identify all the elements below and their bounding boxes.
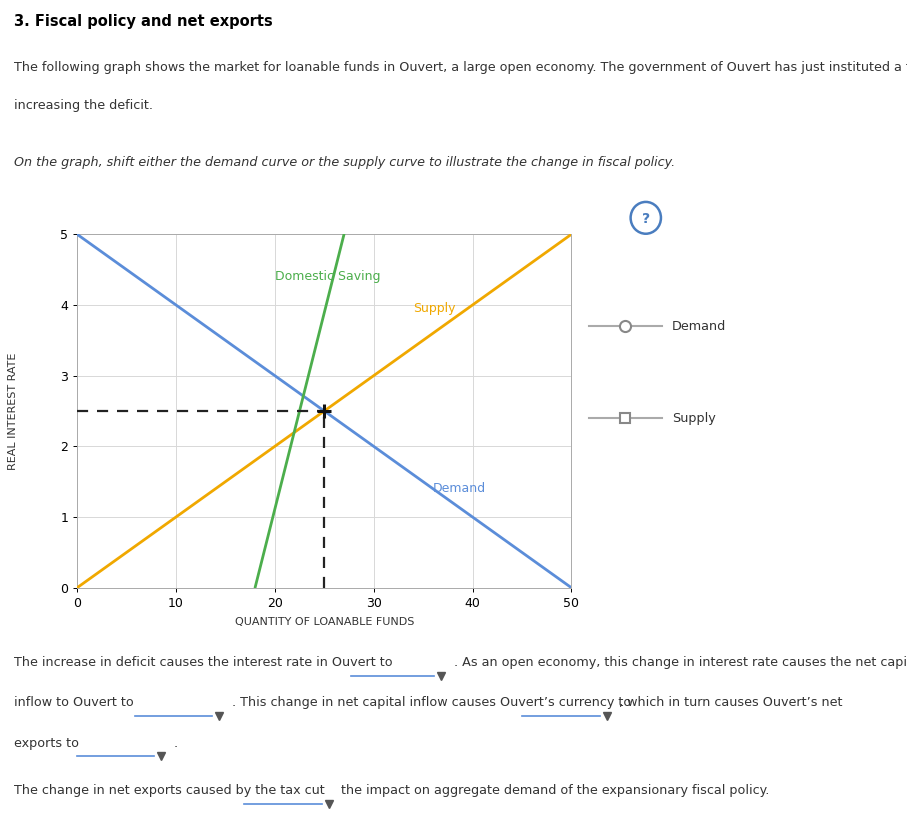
Text: . This change in net capital inflow causes Ouvert’s currency to: . This change in net capital inflow caus… xyxy=(232,696,631,709)
Text: the impact on aggregate demand of the expansionary fiscal policy.: the impact on aggregate demand of the ex… xyxy=(341,784,769,797)
Text: exports to: exports to xyxy=(14,737,79,750)
Text: Supply: Supply xyxy=(672,412,716,425)
Text: The following graph shows the market for loanable funds in Ouvert, a large open : The following graph shows the market for… xyxy=(14,61,907,74)
Text: The change in net exports caused by the tax cut: The change in net exports caused by the … xyxy=(14,784,325,797)
Text: Domestic Saving: Domestic Saving xyxy=(275,270,380,284)
Y-axis label: REAL INTEREST RATE: REAL INTEREST RATE xyxy=(8,353,18,469)
Text: . As an open economy, this change in interest rate causes the net capital: . As an open economy, this change in int… xyxy=(454,656,907,669)
Text: 3. Fiscal policy and net exports: 3. Fiscal policy and net exports xyxy=(14,14,272,29)
Text: ?: ? xyxy=(642,211,649,225)
Text: Demand: Demand xyxy=(433,483,486,496)
X-axis label: QUANTITY OF LOANABLE FUNDS: QUANTITY OF LOANABLE FUNDS xyxy=(235,616,414,626)
Text: Supply: Supply xyxy=(414,302,455,315)
Text: increasing the deficit.: increasing the deficit. xyxy=(14,99,152,112)
Text: On the graph, shift either the demand curve or the supply curve to illustrate th: On the graph, shift either the demand cu… xyxy=(14,155,675,169)
Text: .: . xyxy=(174,737,178,750)
Text: inflow to Ouvert to: inflow to Ouvert to xyxy=(14,696,133,709)
Text: Demand: Demand xyxy=(672,320,727,333)
Text: , which in turn causes Ouvert’s net: , which in turn causes Ouvert’s net xyxy=(619,696,843,709)
Text: The increase in deficit causes the interest rate in Ouvert to: The increase in deficit causes the inter… xyxy=(14,656,392,669)
